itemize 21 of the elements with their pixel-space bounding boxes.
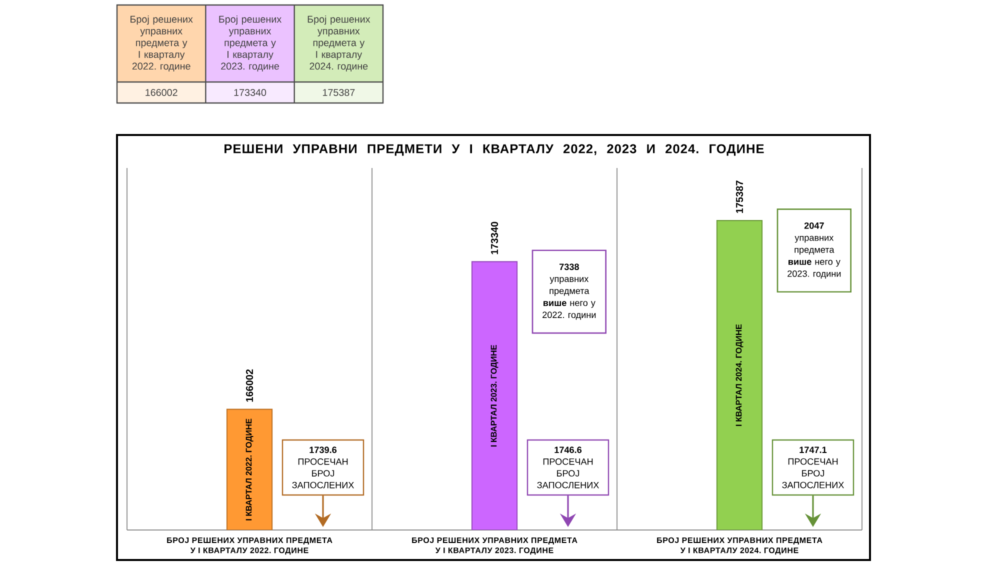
- x-tick-label: БРОЈ РЕШЕНИХ УПРАВНИХ ПРЕДМЕТА У I КВАРТАЛУ 2023. ГОДИНЕ: [412, 537, 578, 555]
- annotation: 1739.6 ПРОСЕЧАН БРОЈ ЗАПОСЛЕНИХ: [292, 446, 354, 488]
- text: Број решених управних предмета у I кварталу 2024. године: [308, 15, 370, 72]
- annotation: 1746.6 ПРОСЕЧАН БРОЈ ЗАПОСЛЕНИХ: [537, 446, 599, 488]
- data-label: 166002: [246, 369, 254, 402]
- text: 166002: [146, 88, 178, 96]
- text: 175387: [322, 88, 355, 96]
- annotation: 7338 управних предмета више него у 2022. години: [542, 264, 596, 320]
- text: Број решених управних предмета у I кварталу 2022. године: [130, 15, 193, 72]
- chart-title: РЕШЕНИ УПРАВНИ ПРЕДМЕТИ У I КВАРТАЛУ 2022, 2023 И 2024. ГОДИНЕ: [224, 144, 764, 156]
- annotation: I КВАРТАЛ 2022. ГОДИНЕ: [246, 418, 254, 520]
- annotation: 1747.1 ПРОСЕЧАН БРОЈ ЗАПОСЛЕНИХ: [782, 446, 844, 488]
- annotation: 2047 управних предмета више него у 2023. години: [788, 222, 841, 279]
- data-label: 173340: [490, 222, 498, 254]
- x-tick-label: БРОЈ РЕШЕНИХ УПРАВНИХ ПРЕДМЕТА У I КВАРТАЛУ 2022. ГОДИНЕ: [167, 537, 332, 555]
- text: Број решених управних предмета у I кварталу 2023. године: [219, 15, 282, 72]
- annotation: I КВАРТАЛ 2023. ГОДИНЕ: [490, 344, 498, 447]
- text: 173340: [234, 88, 266, 96]
- data-label: 175387: [736, 180, 744, 213]
- x-tick-label: БРОЈ РЕШЕНИХ УПРАВНИХ ПРЕДМЕТА У I КВАРТАЛУ 2024. ГОДИНЕ: [657, 537, 822, 555]
- annotation: I КВАРТАЛ 2024. ГОДИНЕ: [736, 324, 744, 426]
